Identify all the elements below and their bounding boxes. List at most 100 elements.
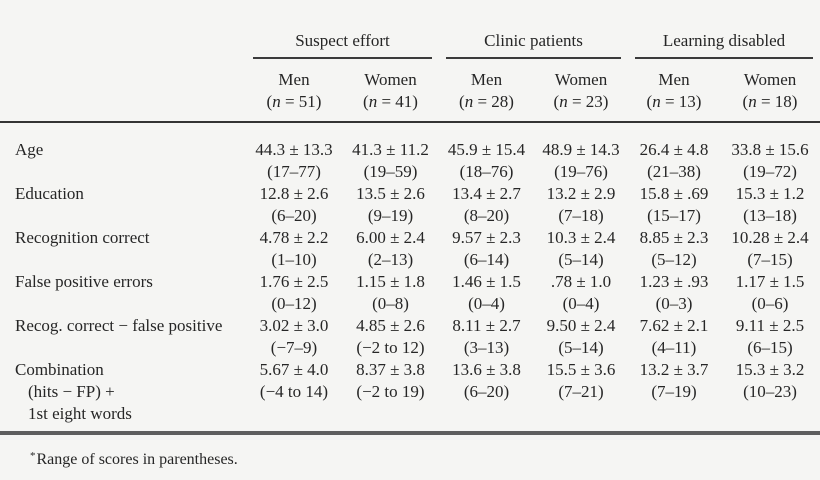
range: (17–77) — [267, 162, 321, 181]
table-footnote: *Range of scores in parentheses. — [30, 446, 820, 470]
n-symbol: n — [748, 92, 757, 111]
mean-sd: 13.2 ± 3.7 — [639, 360, 709, 379]
group-label: Clinic patients — [446, 30, 621, 59]
stat-cell: 33.8 ± 15.6 (19–72) — [720, 122, 820, 183]
range: (0–12) — [271, 294, 317, 313]
row-label: Combination (hits − FP) + 1st eight word… — [0, 359, 246, 435]
n-open: ( — [742, 92, 749, 111]
n-open: ( — [646, 92, 653, 111]
mean-sd: 8.11 ± 2.7 — [452, 316, 521, 335]
mean-sd: 13.5 ± 2.6 — [356, 184, 425, 203]
group-header-row: Suspect effort Clinic patients Learning … — [0, 30, 820, 59]
mean-sd: 10.28 ± 2.4 — [731, 228, 809, 247]
stat-cell: 44.3 ± 13.3 (17–77) — [246, 122, 342, 183]
range: (6–15) — [747, 338, 793, 357]
mean-sd: 33.8 ± 15.6 — [731, 140, 809, 159]
mean-sd: 5.67 ± 4.0 — [259, 360, 329, 379]
mean-sd: 48.9 ± 14.3 — [542, 140, 620, 159]
mean-sd: 15.3 ± 3.2 — [735, 360, 805, 379]
range: (7–21) — [558, 382, 604, 401]
range: (−2 to 19) — [356, 382, 425, 401]
row-recognition-correct: Recognition correct 4.78 ± 2.2 (1–10) 6.0… — [0, 227, 820, 271]
stat-cell: 9.57 ± 2.3 (6–14) — [439, 227, 534, 271]
row-label: Age — [15, 140, 44, 159]
stat-cell: 8.37 ± 3.8 (−2 to 19) — [342, 359, 439, 435]
stat-cell: 45.9 ± 15.4 (18–76) — [439, 122, 534, 183]
stat-cell: 1.17 ± 1.5 (0–6) — [720, 271, 820, 315]
mean-sd: 8.37 ± 3.8 — [356, 360, 425, 379]
stat-cell: 26.4 ± 4.8 (21–38) — [628, 122, 720, 183]
range: (5–12) — [651, 250, 697, 269]
row-recog-minus-false-positive: Recog. correct − false positive 3.02 ± 3… — [0, 315, 820, 359]
n-label: (n = 51) — [246, 91, 342, 113]
row-combination: Combination (hits − FP) + 1st eight word… — [0, 359, 820, 435]
n-symbol: n — [652, 92, 661, 111]
stat-cell: 1.46 ± 1.5 (0–4) — [439, 271, 534, 315]
mean-sd: 9.11 ± 2.5 — [735, 316, 805, 335]
stat-cell: 4.85 ± 2.6 (−2 to 12) — [342, 315, 439, 359]
range: (7–19) — [651, 382, 697, 401]
stat-cell: 15.3 ± 3.2 (10–23) — [720, 359, 820, 435]
stat-cell: .78 ± 1.0 (0–4) — [534, 271, 628, 315]
n-open: ( — [363, 92, 369, 111]
range: (18–76) — [459, 162, 514, 181]
range: (8–20) — [463, 206, 510, 225]
stat-cell: 6.00 ± 2.4 (2–13) — [342, 227, 439, 271]
n-value: = 13) — [660, 92, 702, 111]
n-symbol: n — [464, 92, 474, 111]
n-symbol: n — [272, 92, 281, 111]
n-label: (n = 13) — [628, 91, 720, 113]
stat-cell: 13.2 ± 3.7 (7–19) — [628, 359, 720, 435]
stat-cell: 9.50 ± 2.4 (5–14) — [534, 315, 628, 359]
n-open: ( — [459, 92, 465, 111]
range: (9–19) — [367, 206, 414, 225]
mean-sd: 13.2 ± 2.9 — [546, 184, 616, 203]
column-header-clinic-women: Women (n = 23) — [534, 59, 628, 123]
column-header-suspect-men: Men (n = 51) — [246, 59, 342, 123]
mean-sd: 7.62 ± 2.1 — [639, 316, 709, 335]
stat-cell: 9.11 ± 2.5 (6–15) — [720, 315, 820, 359]
range: (6–14) — [463, 250, 510, 269]
mean-sd: 9.50 ± 2.4 — [546, 316, 616, 335]
n-value: = 18) — [756, 92, 798, 111]
n-value: = 23) — [567, 92, 609, 111]
column-header-ld-men: Men (n = 13) — [628, 59, 720, 123]
stat-cell: 48.9 ± 14.3 (19–76) — [534, 122, 628, 183]
stat-cell: 12.8 ± 2.6 (6–20) — [246, 183, 342, 227]
mean-sd: 4.78 ± 2.2 — [259, 228, 329, 247]
range: (6–20) — [271, 206, 317, 225]
column-header-ld-women: Women (n = 18) — [720, 59, 820, 123]
n-value: = 41) — [377, 92, 418, 111]
mean-sd: 44.3 ± 13.3 — [255, 140, 333, 159]
group-header-clinic-patients: Clinic patients — [439, 30, 628, 59]
stat-cell: 13.4 ± 2.7 (8–20) — [439, 183, 534, 227]
stat-cell: 10.28 ± 2.4 (7–15) — [720, 227, 820, 271]
mean-sd: 6.00 ± 2.4 — [356, 228, 425, 247]
stat-cell: 1.15 ± 1.8 (0–8) — [342, 271, 439, 315]
range: (0–4) — [468, 294, 505, 313]
range: (7–18) — [558, 206, 604, 225]
group-statistics-table: Suspect effort Clinic patients Learning … — [0, 30, 820, 435]
sex-label: Men — [470, 70, 503, 89]
group-header-learning-disabled: Learning disabled — [628, 30, 820, 59]
range: (1–10) — [271, 250, 317, 269]
range: (−7–9) — [270, 338, 318, 357]
corner-cell — [0, 59, 246, 123]
mean-sd: 26.4 ± 4.8 — [639, 140, 709, 159]
stat-cell: 5.67 ± 4.0 (−4 to 14) — [246, 359, 342, 435]
mean-sd: 12.8 ± 2.6 — [259, 184, 329, 203]
n-label: (n = 41) — [342, 91, 439, 113]
n-label: (n = 28) — [439, 91, 534, 113]
range: (5–14) — [558, 250, 604, 269]
n-value: = 28) — [473, 92, 514, 111]
mean-sd: 1.15 ± 1.8 — [356, 272, 425, 291]
n-open: ( — [266, 92, 273, 111]
stat-cell: 4.78 ± 2.2 (1–10) — [246, 227, 342, 271]
stat-cell: 1.23 ± .93 (0–3) — [628, 271, 720, 315]
range: (0–6) — [751, 294, 789, 313]
mean-sd: 1.23 ± .93 — [639, 272, 709, 291]
sex-label: Women — [364, 70, 417, 89]
stat-cell: 13.6 ± 3.8 (6–20) — [439, 359, 534, 435]
n-symbol: n — [368, 92, 378, 111]
